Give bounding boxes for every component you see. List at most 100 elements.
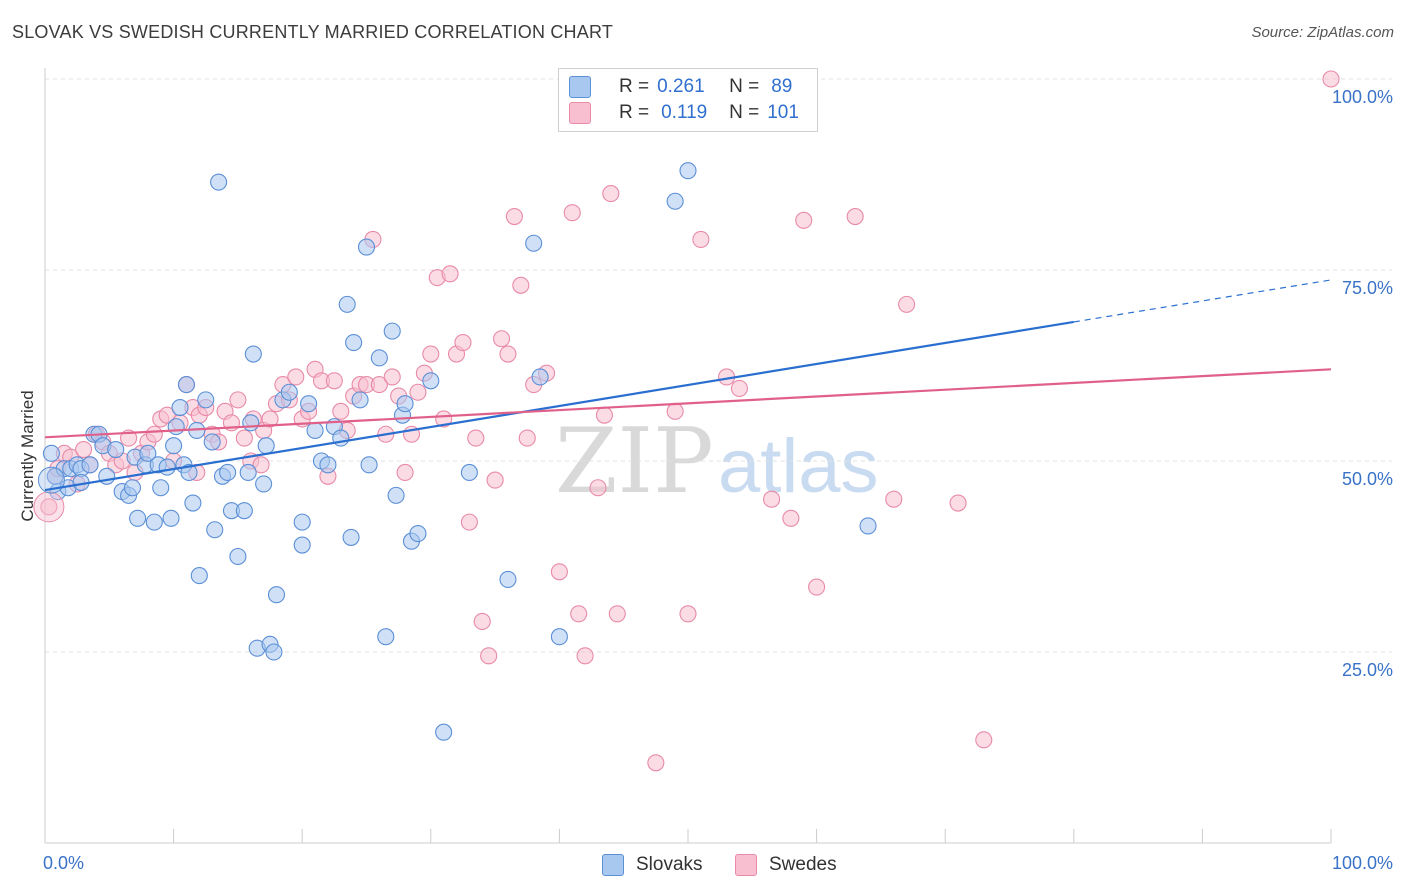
- slovaks-point: [422, 372, 440, 390]
- slovaks-point: [107, 440, 125, 459]
- swedes-point: [229, 391, 247, 409]
- swedes-point: [550, 563, 568, 581]
- slovaks-point: [42, 444, 60, 462]
- slovaks-point: [280, 383, 298, 401]
- slovaks-point: [396, 395, 414, 413]
- slovaks-point: [255, 475, 273, 493]
- swedes-point: [595, 406, 613, 424]
- slovaks-point: [338, 295, 356, 313]
- bottom-legend-swedes: Swedes: [735, 852, 837, 878]
- swedes-point: [679, 605, 697, 623]
- slovaks-point: [525, 234, 543, 252]
- y-tick-label: 75.0%: [1342, 278, 1393, 298]
- slovaks-point: [158, 458, 176, 476]
- swedes-point: [570, 605, 588, 623]
- swedes-point: [383, 368, 401, 386]
- slovaks-point: [679, 162, 697, 180]
- slovaks-point: [210, 173, 228, 191]
- slovaks-point: [293, 536, 311, 554]
- swedes-point: [885, 490, 903, 508]
- watermark-atlas: atlas: [718, 424, 879, 509]
- swedes-point: [692, 230, 710, 248]
- slovaks-point: [197, 391, 215, 409]
- swedes-point: [441, 265, 459, 283]
- swedes-point: [158, 406, 176, 424]
- legend-r-label: R =: [619, 76, 650, 97]
- slovaks-point: [460, 463, 478, 482]
- swedes-point: [75, 440, 93, 459]
- slovaks-point: [531, 368, 549, 386]
- swedes-swatch: [735, 854, 757, 876]
- slovaks-point: [152, 479, 170, 497]
- swedes-point: [396, 463, 414, 482]
- slovaks-point: [377, 628, 395, 646]
- swedes-point: [486, 471, 504, 489]
- swedes-point: [325, 372, 343, 390]
- slovaks-point: [300, 395, 318, 413]
- swedes-point: [563, 204, 581, 222]
- y-tick-label: 100.0%: [1332, 87, 1393, 107]
- source-credit: Source: ZipAtlas.com: [1251, 24, 1394, 41]
- slovaks-trend-line: [44, 320, 1074, 492]
- swedes-point: [518, 429, 536, 447]
- swedes-point: [647, 754, 665, 772]
- x-tick-label: 0.0%: [43, 853, 84, 873]
- swedes-point: [846, 207, 864, 226]
- slovaks-point: [435, 723, 453, 741]
- swedes-point: [763, 490, 781, 508]
- swedes-point: [808, 578, 826, 596]
- swedes-point: [730, 379, 748, 397]
- slovaks-point: [219, 463, 237, 482]
- swedes-point: [409, 383, 427, 401]
- swedes-point: [40, 498, 58, 516]
- swedes-point: [1322, 70, 1340, 88]
- legend-row-slovaks: R = 0.261 N = 89: [569, 74, 793, 100]
- bottom-legend-slovaks: Slovaks: [602, 852, 703, 878]
- slovaks-point: [265, 643, 283, 661]
- swedes-point: [460, 513, 478, 531]
- slovaks-point: [167, 418, 185, 436]
- swedes-swatch: [569, 102, 591, 124]
- swedes-point: [795, 211, 813, 229]
- swedes-point: [454, 334, 472, 352]
- swedes-point: [782, 509, 800, 527]
- slovaks-point: [171, 398, 189, 417]
- legend-n-label: N =: [729, 76, 760, 97]
- slovaks-point: [666, 192, 684, 210]
- swedes-point: [235, 429, 253, 447]
- legend-n-value: 101: [767, 102, 799, 123]
- slovaks-point: [177, 376, 196, 394]
- swedes-point-large: [33, 491, 65, 523]
- swedes-point: [975, 731, 993, 749]
- slovaks-point: [235, 502, 253, 520]
- swedes-point: [467, 429, 485, 447]
- swedes-point: [512, 276, 530, 294]
- slovaks-label: Slovaks: [636, 854, 703, 875]
- swedes-point: [370, 376, 388, 394]
- slovaks-point: [244, 345, 262, 363]
- legend-r-label: R =: [619, 102, 650, 123]
- swedes-point: [505, 207, 523, 226]
- slovaks-point: [293, 513, 311, 531]
- legend-n-label: N =: [729, 102, 760, 123]
- swedes-point: [332, 402, 350, 420]
- slovaks-point: [550, 628, 568, 646]
- swedes-point: [602, 185, 620, 203]
- slovaks-point: [351, 391, 369, 409]
- slovaks-point: [306, 421, 324, 439]
- swedes-point: [261, 410, 279, 428]
- chart-title: SLOVAK VS SWEDISH CURRENTLY MARRIED CORR…: [12, 22, 614, 42]
- slovaks-point: [257, 437, 275, 455]
- slovaks-point: [190, 567, 208, 585]
- stats-legend: R = 0.261 N = 89 R = 0.119 N = 101: [558, 68, 818, 132]
- swedes-point: [576, 647, 594, 665]
- slovaks-swatch: [569, 76, 591, 98]
- slovaks-point: [345, 334, 363, 352]
- swedes-point: [480, 647, 498, 665]
- swedes-point: [608, 605, 626, 623]
- legend-n-value: 89: [771, 76, 793, 97]
- slovaks-point: [409, 525, 427, 543]
- slovaks-point: [162, 509, 180, 527]
- swedes-point: [422, 345, 440, 363]
